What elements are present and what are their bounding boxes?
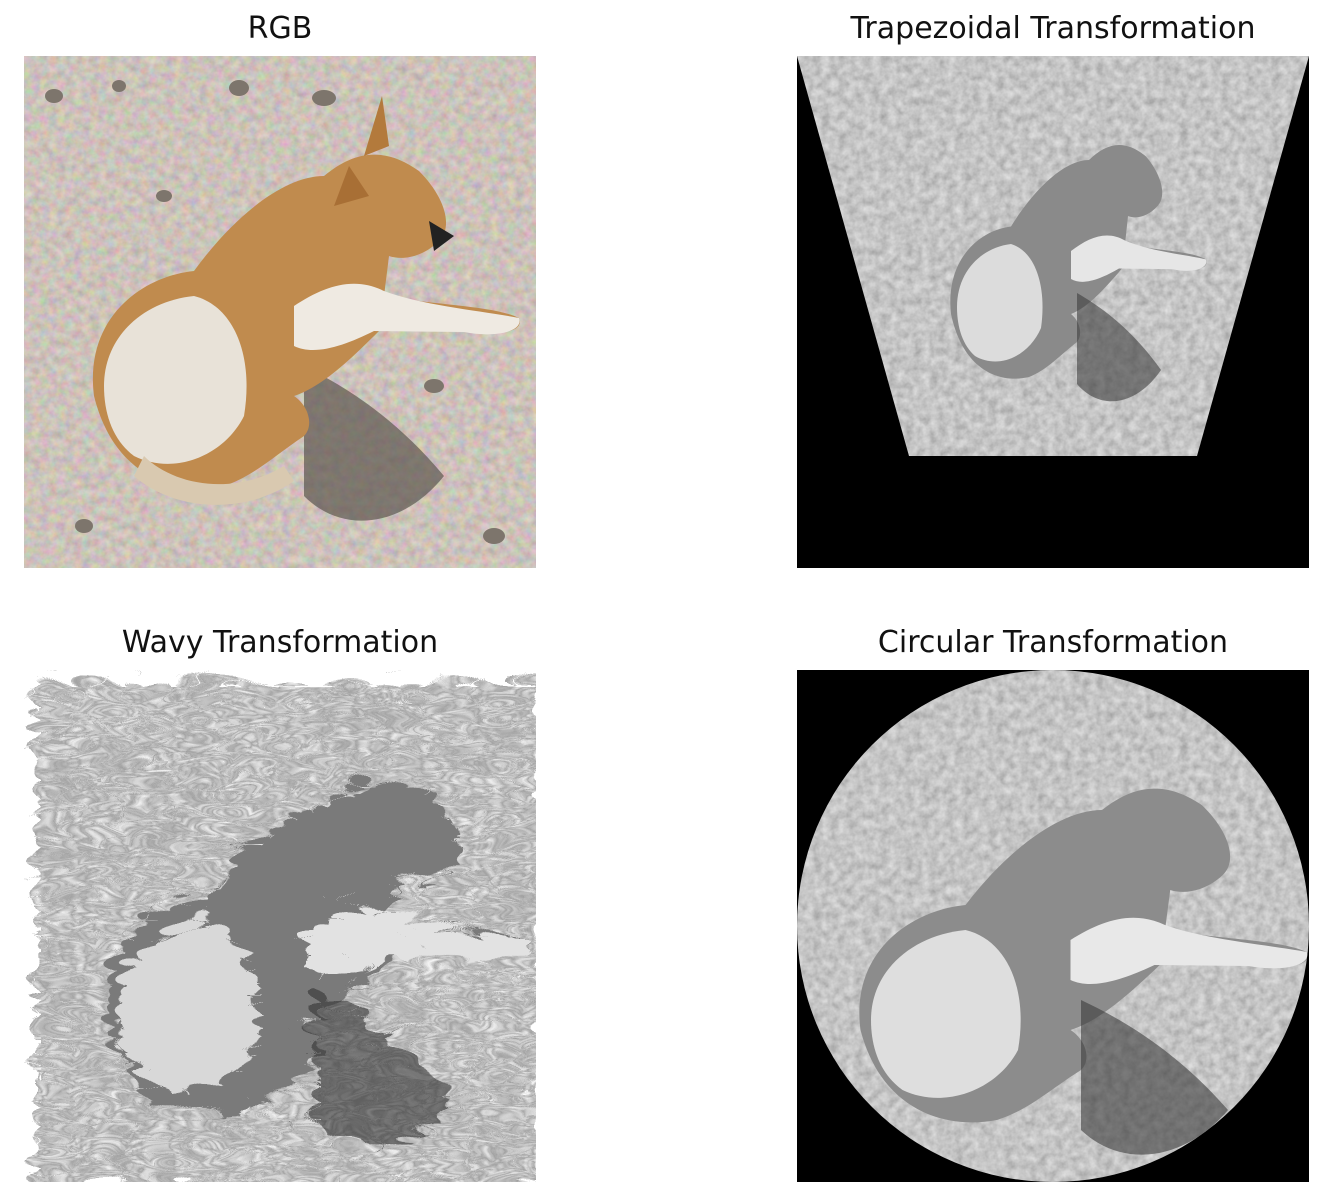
panel-title-rgb: RGB bbox=[247, 11, 313, 46]
panel-title-trapezoidal: Trapezoidal Transformation bbox=[850, 11, 1256, 46]
rgb-image bbox=[24, 56, 536, 568]
circular-transformation-image bbox=[797, 670, 1309, 1182]
panel-title-wavy: Wavy Transformation bbox=[121, 625, 439, 660]
trapezoidal-transformation-image bbox=[797, 56, 1309, 568]
panel-title-circular: Circular Transformation bbox=[877, 625, 1229, 660]
wavy-transformation-image bbox=[24, 670, 536, 1182]
